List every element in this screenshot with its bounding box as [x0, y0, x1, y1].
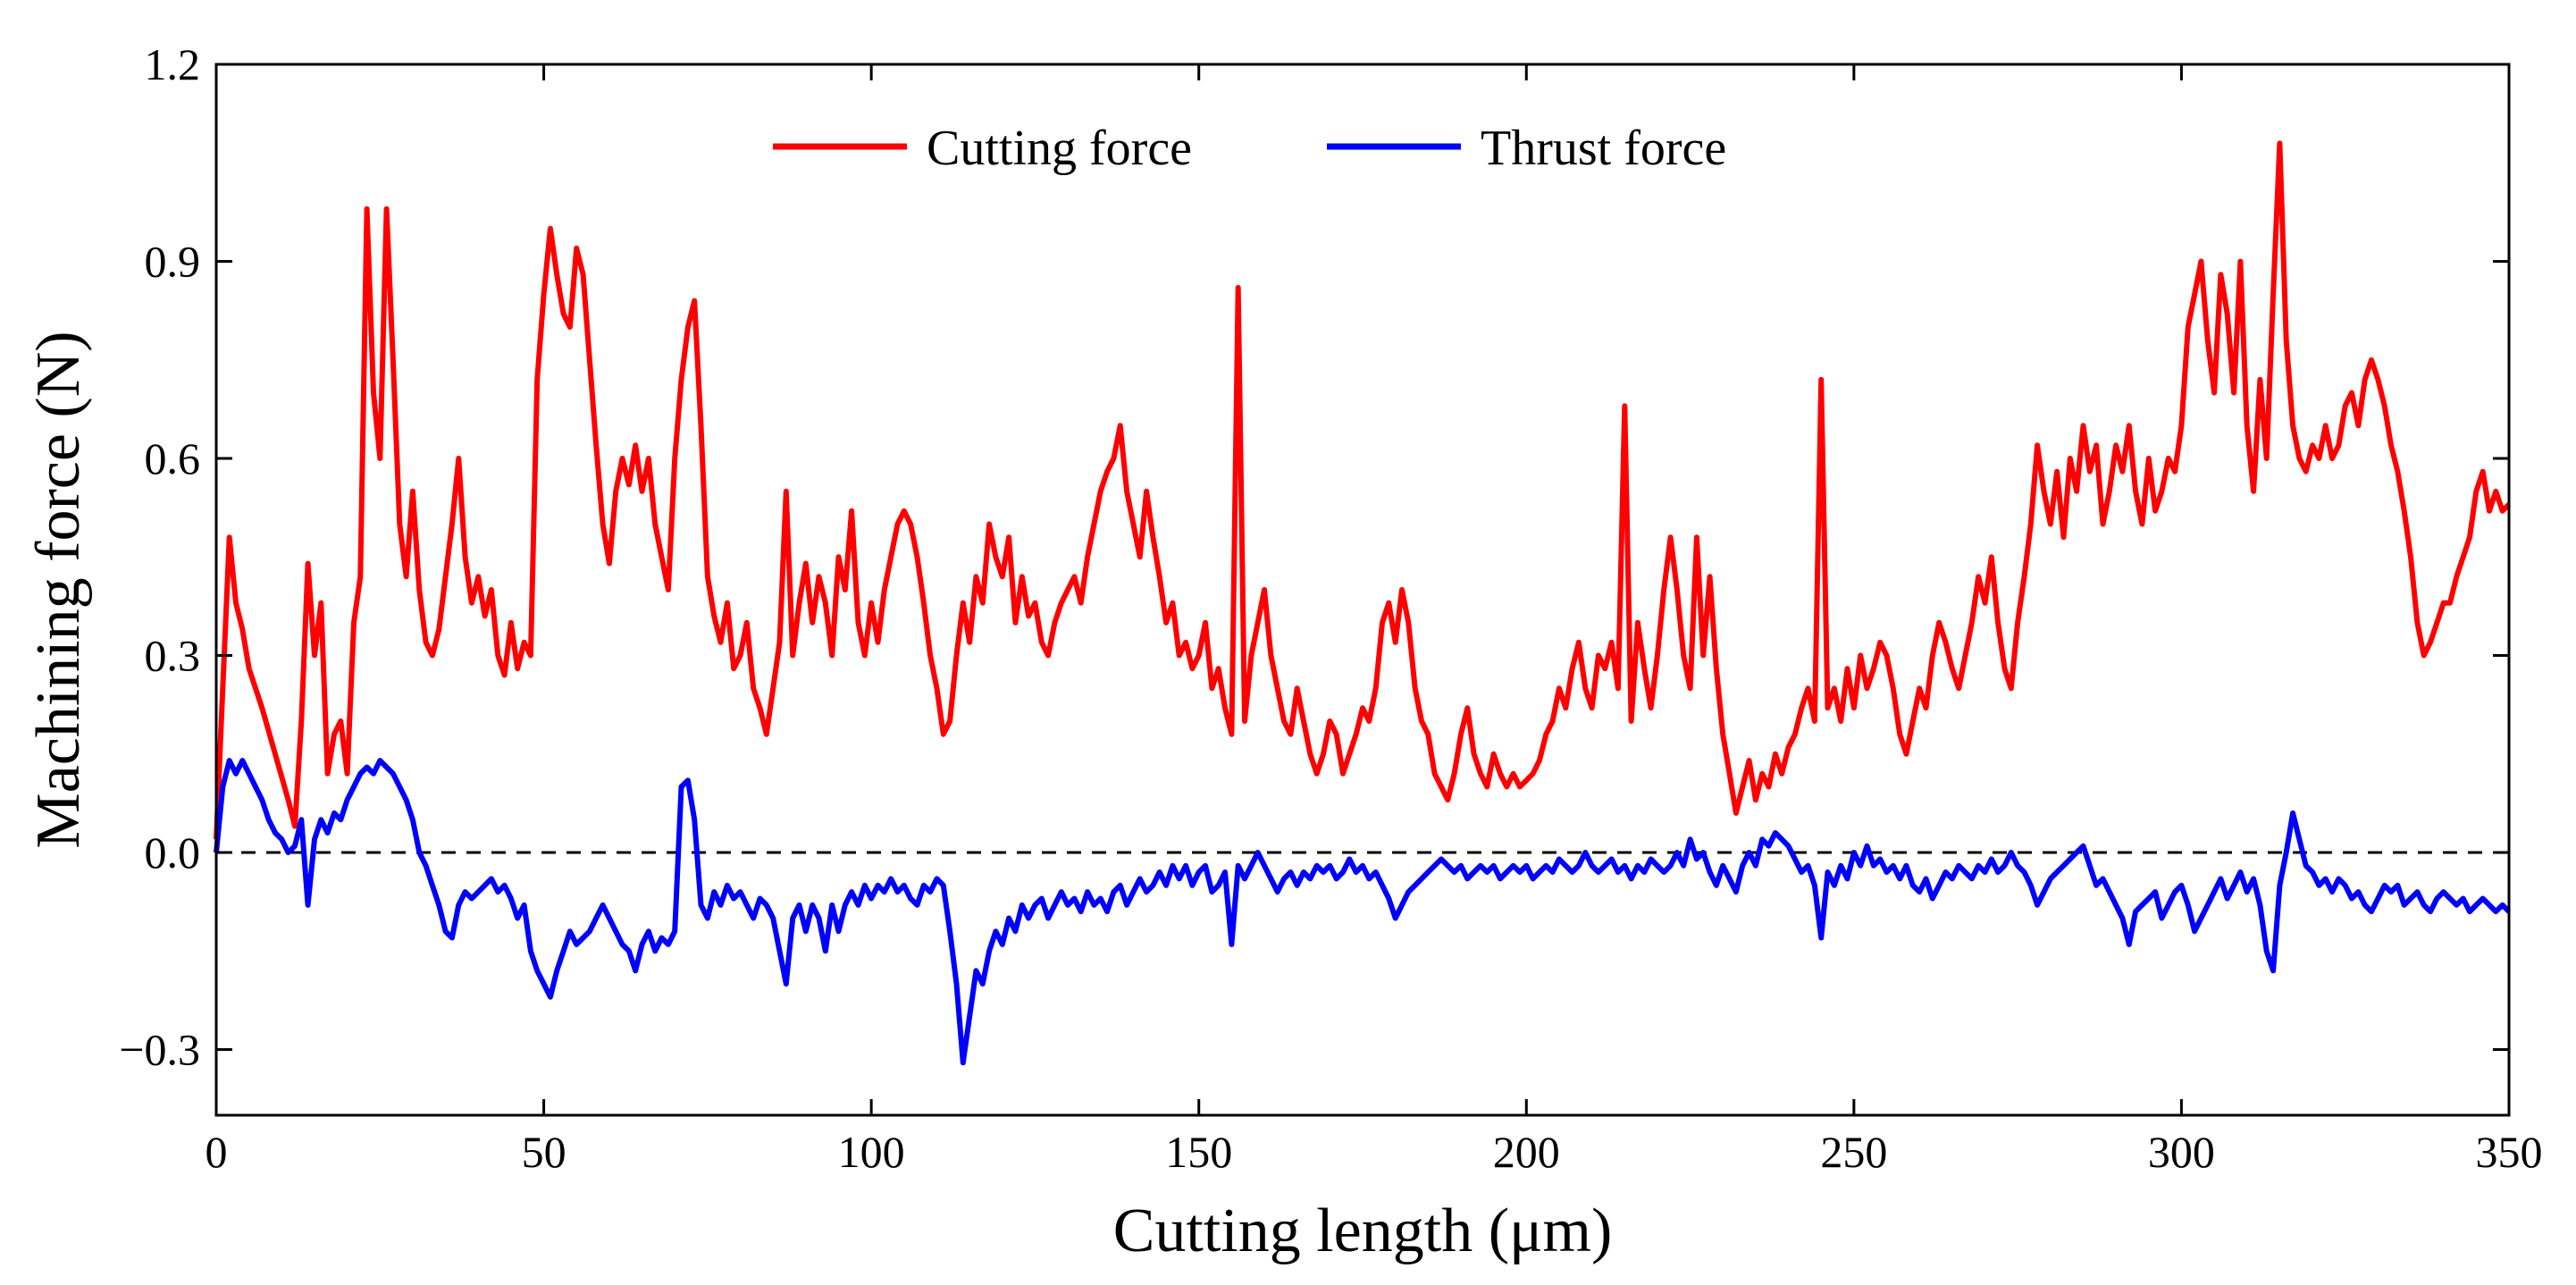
legend-label-thrust-force: Thrust force: [1481, 121, 1726, 176]
x-tick-label: 0: [206, 1127, 228, 1177]
series-line-cutting-force: [214, 140, 2512, 840]
y-axis-title: Machining force (N): [24, 331, 93, 848]
y-tick-label: 0.9: [145, 237, 201, 287]
y-tick-label: 0.6: [145, 433, 201, 483]
y-tick-label: −0.3: [119, 1025, 200, 1075]
x-axis-title: Cutting length (μm): [1113, 1197, 1613, 1265]
series-line-thrust-force: [214, 758, 2512, 1066]
plot-frame: [214, 63, 2511, 1117]
y-tick-label: 0.0: [145, 827, 201, 878]
y-tick-label: 1.2: [145, 39, 201, 89]
x-tick-label: 300: [2148, 1127, 2215, 1177]
x-tick-label: 350: [2476, 1127, 2543, 1177]
x-tick-label: 100: [838, 1127, 905, 1177]
x-tick-label: 250: [1820, 1127, 1887, 1177]
x-tick-label: 50: [522, 1127, 566, 1177]
x-tick-label: 150: [1165, 1127, 1232, 1177]
y-tick-label: 0.3: [145, 631, 201, 681]
x-tick-label: 200: [1493, 1127, 1560, 1177]
legend-label-cutting-force: Cutting force: [927, 121, 1192, 176]
